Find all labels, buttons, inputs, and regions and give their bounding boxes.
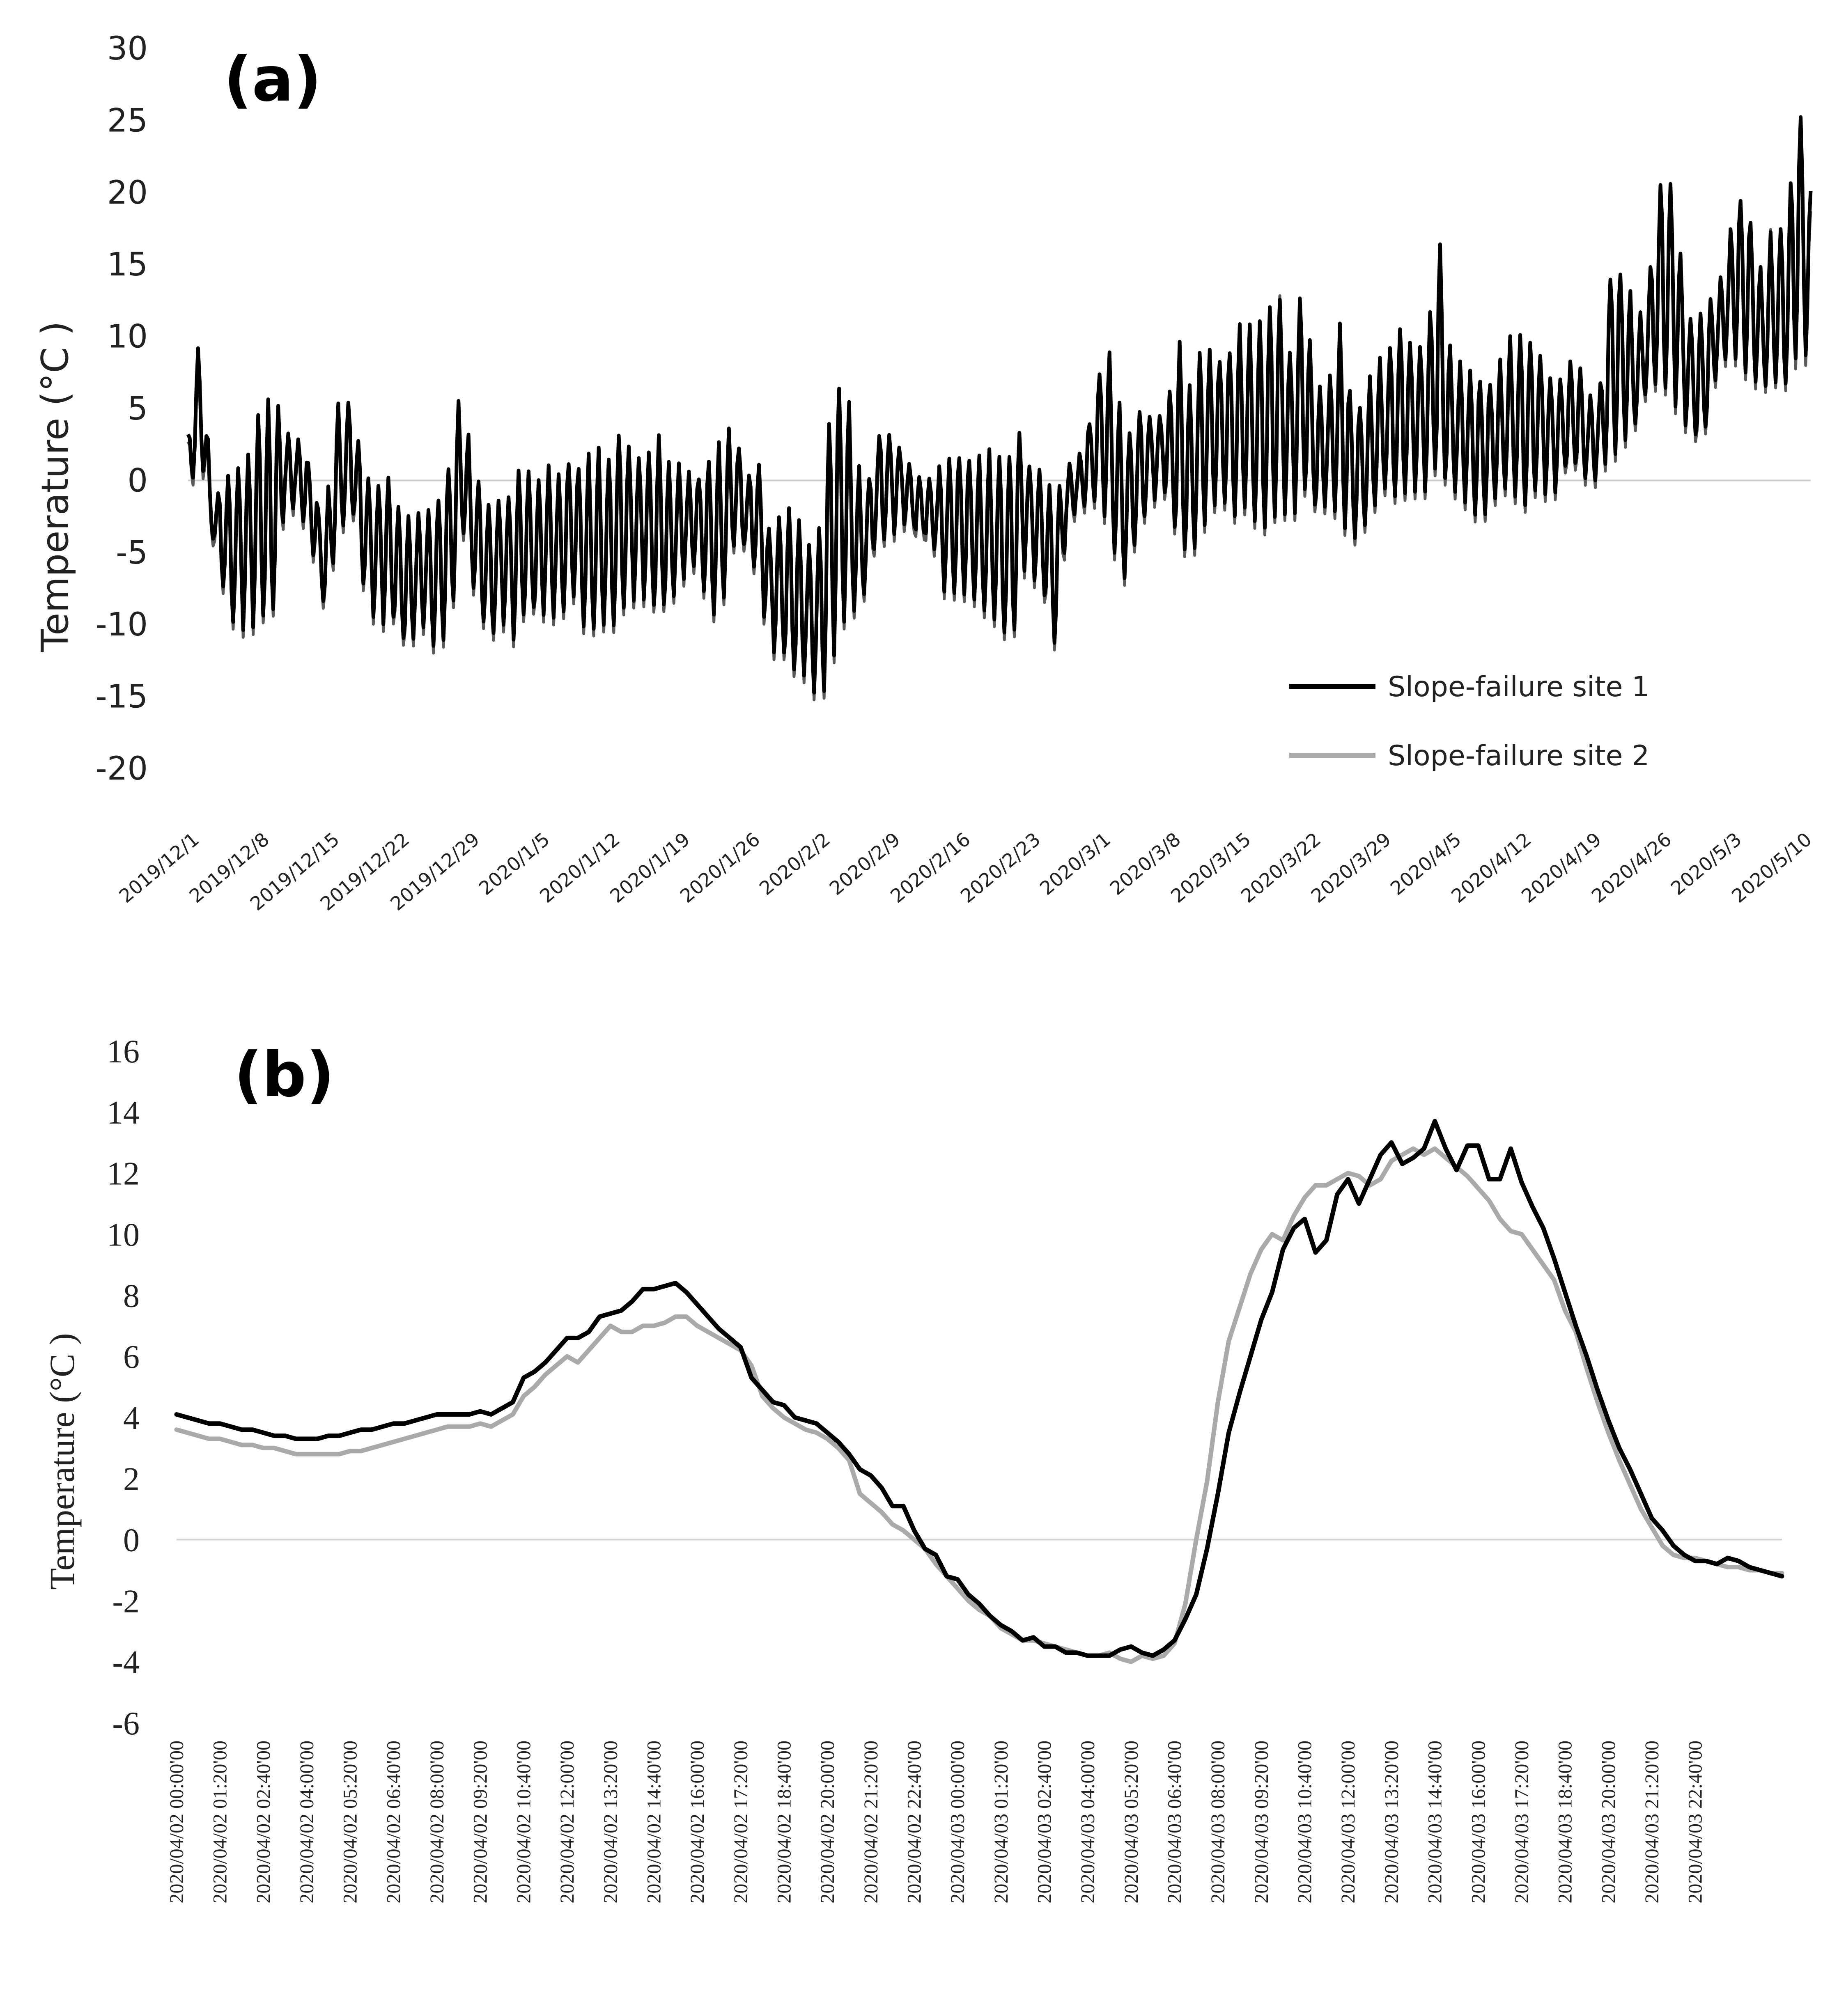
panel-a-series [186, 115, 1813, 702]
panel-b-chart: (b) Temperature (°C ) 16 14 12 10 8 6 4 2 0 -2 -4 -… [42, 1034, 1784, 1904]
panel-b-y-tick-label: 16 [107, 1034, 140, 1070]
panel-b-y-tick-label: -2 [112, 1583, 140, 1619]
panel-b-series-line-site-1 [174, 1119, 1784, 1658]
panel-b-x-tick-label: 2020/04/03 20:00'00 [1598, 1741, 1619, 1904]
panel-b-x-tick-label: 2020/04/03 12:00'00 [1337, 1741, 1359, 1904]
panel-b-y-tick-label: 0 [123, 1523, 140, 1559]
panel-a-y-tick-label: 15 [107, 246, 148, 283]
panel-a-y-tick-label: 10 [107, 319, 148, 355]
panel-b-x-tick-label: 2020/04/03 06:40'00 [1164, 1741, 1186, 1904]
panel-b-x-tick-label: 2020/04/03 21:20'00 [1641, 1741, 1663, 1904]
panel-b-tag: (b) [234, 1039, 334, 1111]
panel-b-x-tick-label: 2020/04/03 00:00'00 [947, 1741, 969, 1904]
panel-b-y-tick-label: 12 [107, 1156, 140, 1192]
panel-a-y-tick-label: 30 [107, 30, 148, 67]
panel-b-x-tick-label: 2020/04/02 16:00'00 [687, 1741, 708, 1904]
panel-b-x-tick-label: 2020/04/02 09:20'00 [470, 1741, 491, 1904]
panel-a-y-axis-label: Temperature (°C ) [34, 321, 77, 652]
panel-b-x-tick-label: 2020/04/03 17:20'00 [1511, 1741, 1533, 1904]
panel-b-x-tick-label: 2020/04/02 14:40'00 [643, 1741, 665, 1904]
panel-b-x-tick-label: 2020/04/03 22:40'00 [1685, 1741, 1706, 1904]
panel-a-y-tick-label: 5 [127, 390, 148, 427]
panel-a-y-tick-label: -5 [116, 534, 148, 571]
panel-b-x-tick-label: 2020/04/02 02:40'00 [253, 1741, 274, 1904]
panel-b-x-tick-label: 2020/04/02 00:00'00 [166, 1741, 188, 1904]
panel-b-x-tick-label: 2020/04/03 14:40'00 [1424, 1741, 1446, 1904]
panel-b-y-ticks: 16 14 12 10 8 6 4 2 0 -2 -4 -6 [107, 1034, 140, 1742]
panel-a-y-tick-label: 25 [107, 102, 148, 139]
panel-a-y-tick-label: -10 [96, 606, 148, 643]
panel-a-y-tick-label: 20 [107, 174, 148, 211]
panel-a-y-tick-label: -20 [96, 750, 148, 787]
legend-site-1-label: Slope-failure site 1 [1388, 671, 1649, 703]
panel-a-y-tick-label: -15 [96, 679, 148, 716]
panel-b-series [174, 1119, 1784, 1664]
panel-b-x-ticks: 2020/04/02 00:00'00 2020/04/02 01:20'00 20… [166, 1741, 1706, 1904]
panel-a-legend: Slope-failure site 1 Slope-failure site … [1289, 671, 1649, 772]
panel-b-y-tick-label: 4 [123, 1400, 140, 1436]
panel-b-x-tick-label: 2020/04/02 22:40'00 [904, 1741, 925, 1904]
panel-b-x-tick-label: 2020/04/03 04:00'00 [1077, 1741, 1099, 1904]
panel-b-x-tick-label: 2020/04/02 01:20'00 [209, 1741, 231, 1904]
panel-a-y-ticks: 30 25 20 15 10 5 0 -5 -10 -15 -20 [96, 30, 148, 787]
panel-b-y-tick-label: -4 [112, 1644, 140, 1681]
panel-b-x-tick-label: 2020/04/02 17:20'00 [730, 1741, 752, 1904]
panel-b-series-line-site-2 [174, 1146, 1784, 1664]
panel-b-y-tick-label: 14 [107, 1095, 140, 1131]
panel-b-y-tick-label: 6 [123, 1339, 140, 1375]
panel-a-series-line-site-1 [186, 115, 1813, 695]
panel-b-x-tick-label: 2020/04/03 13:20'00 [1381, 1741, 1403, 1904]
panel-b-y-tick-label: 10 [107, 1217, 140, 1253]
panel-b-y-tick-label: 2 [123, 1461, 140, 1498]
panel-b-y-tick-label: -6 [112, 1706, 140, 1742]
panel-b-x-tick-label: 2020/04/03 01:20'00 [990, 1741, 1012, 1904]
panel-b-x-tick-label: 2020/04/02 06:40'00 [383, 1741, 404, 1904]
panel-b-x-tick-label: 2020/04/02 21:20'00 [860, 1741, 882, 1904]
panel-a-y-tick-label: 0 [127, 462, 148, 499]
panel-b-x-tick-label: 2020/04/02 12:00'00 [556, 1741, 578, 1904]
panel-b-x-tick-label: 2020/04/03 09:20'00 [1251, 1741, 1272, 1904]
panel-b-x-tick-label: 2020/04/02 04:00'00 [296, 1741, 318, 1904]
panel-b-x-tick-label: 2020/04/03 08:00'00 [1207, 1741, 1229, 1904]
panel-b-x-tick-label: 2020/04/02 20:00'00 [817, 1741, 838, 1904]
panel-b-x-tick-label: 2020/04/03 02:40'00 [1034, 1741, 1056, 1904]
panel-b-x-tick-label: 2020/04/02 08:00'00 [426, 1741, 448, 1904]
panel-b-x-tick-label: 2020/04/02 05:20'00 [340, 1741, 361, 1904]
panel-b-y-axis-label: Temperature (°C ) [42, 1333, 82, 1589]
panel-a-tag: (a) [224, 44, 321, 115]
panel-b-y-tick-label: 8 [123, 1278, 140, 1314]
panel-b-x-tick-label: 2020/04/02 13:20'00 [600, 1741, 622, 1904]
panel-b-x-tick-label: 2020/04/02 18:40'00 [774, 1741, 795, 1904]
panel-b-x-tick-label: 2020/04/03 10:40'00 [1294, 1741, 1316, 1904]
panel-b-x-tick-label: 2020/04/03 18:40'00 [1554, 1741, 1576, 1904]
panel-b-x-tick-label: 2020/04/03 05:20'00 [1120, 1741, 1142, 1904]
panel-b-x-tick-label: 2020/04/03 16:00'00 [1467, 1741, 1489, 1904]
legend-site-2-label: Slope-failure site 2 [1388, 740, 1649, 772]
panel-b-x-tick-label: 2020/04/02 10:40'00 [513, 1741, 535, 1904]
